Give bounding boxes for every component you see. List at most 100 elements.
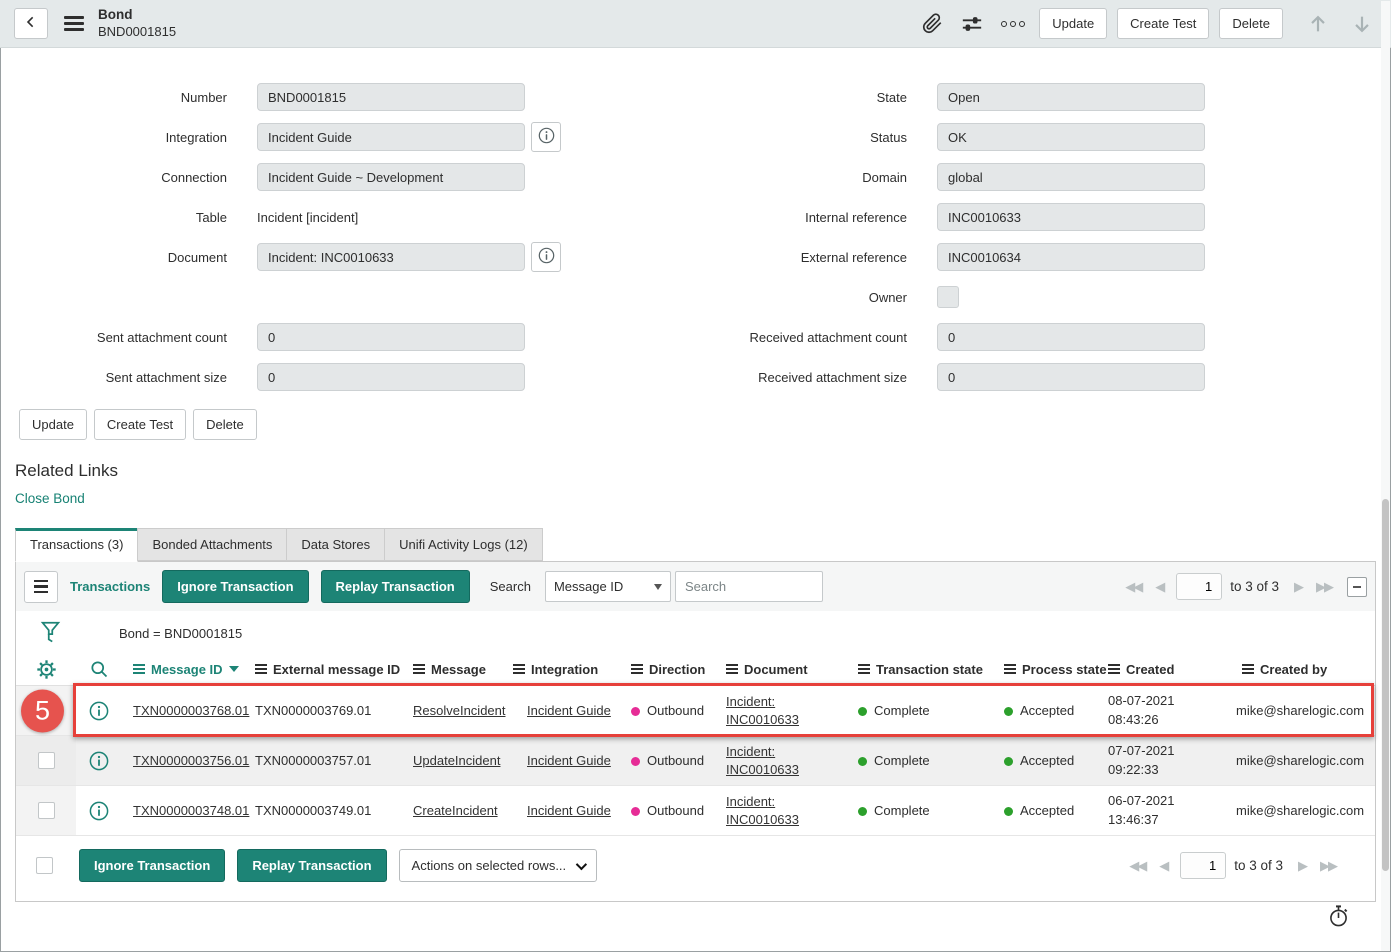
integration-link[interactable]: Incident Guide <box>527 803 611 818</box>
external-message-id-cell: TXN0000003749.01 <box>243 803 401 818</box>
preview-record-info-icon[interactable] <box>76 701 121 721</box>
ignore-transaction-button[interactable]: Ignore Transaction <box>162 570 308 603</box>
status-field[interactable] <box>937 123 1205 151</box>
column-header-message[interactable]: Message <box>401 662 501 677</box>
next-page-icon[interactable]: ▶ <box>1294 579 1302 595</box>
sent-attachment-count-field[interactable] <box>257 323 525 351</box>
previous-page-icon[interactable]: ◀ <box>1159 858 1167 874</box>
integration-link[interactable]: Incident Guide <box>527 753 611 768</box>
row-checkbox[interactable] <box>38 802 55 819</box>
more-options-icon[interactable] <box>997 21 1029 27</box>
page-number-input[interactable] <box>1176 573 1222 600</box>
message-link[interactable]: ResolveIncident <box>413 703 506 718</box>
state-field[interactable] <box>937 83 1205 111</box>
page-number-input[interactable] <box>1180 852 1226 879</box>
page-range-label: to 3 of 3 <box>1230 579 1279 594</box>
footer-replay-transaction-button[interactable]: Replay Transaction <box>237 849 386 882</box>
back-button[interactable] <box>14 8 48 39</box>
message-link[interactable]: CreateIncident <box>413 803 498 818</box>
sent-attachment-size-field[interactable] <box>257 363 525 391</box>
column-header-created[interactable]: Created <box>1096 662 1230 677</box>
document-link[interactable]: Incident:INC0010633 <box>726 693 846 728</box>
integration-field[interactable] <box>257 123 525 151</box>
tab-transactions[interactable]: Transactions (3) <box>15 528 138 562</box>
message-id-link[interactable]: TXN0000003768.01 <box>133 703 249 718</box>
column-header-message-id[interactable]: Message ID <box>121 662 243 677</box>
integration-reference-info-button[interactable] <box>531 122 561 152</box>
message-link[interactable]: UpdateIncident <box>413 753 500 768</box>
page-scrollbar <box>1381 1 1390 951</box>
header-update-button[interactable]: Update <box>1039 8 1107 39</box>
previous-page-icon[interactable]: ◀ <box>1155 579 1163 595</box>
table-row: TXN0000003768.01 TXN0000003769.01 Resolv… <box>16 686 1375 736</box>
list-menu-button[interactable] <box>24 571 58 603</box>
header-create-test-button[interactable]: Create Test <box>1117 8 1209 39</box>
response-time-stopwatch-icon[interactable] <box>1327 903 1351 932</box>
filter-breadcrumb[interactable]: Bond = BND0001815 <box>119 626 242 641</box>
create-test-button[interactable]: Create Test <box>94 409 186 440</box>
header-delete-button[interactable]: Delete <box>1219 8 1283 39</box>
next-page-icon[interactable]: ▶ <box>1298 858 1306 874</box>
sent-attachment-size-label: Sent attachment size <box>17 370 227 385</box>
column-header-document[interactable]: Document <box>714 662 846 677</box>
collapse-list-button[interactable] <box>1347 577 1367 597</box>
tab-data-stores[interactable]: Data Stores <box>286 528 385 561</box>
footer-ignore-transaction-button[interactable]: Ignore Transaction <box>79 849 225 882</box>
document-link[interactable]: Incident:INC0010633 <box>726 793 846 828</box>
personalize-form-sliders-icon[interactable] <box>957 9 987 39</box>
filter-funnel-icon[interactable] <box>40 620 61 646</box>
annotation-step-badge: 5 <box>21 689 64 732</box>
context-menu-icon[interactable] <box>64 13 84 34</box>
tab-bonded-attachments[interactable]: Bonded Attachments <box>137 528 287 561</box>
replay-transaction-button[interactable]: Replay Transaction <box>321 570 470 603</box>
last-page-icon[interactable]: ▶▶ <box>1320 858 1336 874</box>
received-attachment-size-field[interactable] <box>937 363 1205 391</box>
update-button[interactable]: Update <box>19 409 87 440</box>
message-id-link[interactable]: TXN0000003748.01 <box>133 803 249 818</box>
preview-record-info-icon[interactable] <box>76 751 121 771</box>
document-reference-info-button[interactable] <box>531 242 561 272</box>
document-link[interactable]: Incident:INC0010633 <box>726 743 846 778</box>
actions-on-selected-rows-select[interactable]: Actions on selected rows... <box>399 849 597 882</box>
column-header-created-by[interactable]: Created by <box>1230 662 1375 677</box>
created-by-cell: mike@sharelogic.com <box>1230 703 1375 718</box>
outbound-dot-icon <box>631 807 640 816</box>
first-page-icon[interactable]: ◀◀ <box>1125 579 1141 595</box>
tab-unifi-activity-logs[interactable]: Unifi Activity Logs (12) <box>384 528 543 561</box>
external-reference-field[interactable] <box>937 243 1205 271</box>
number-field[interactable] <box>257 83 525 111</box>
connection-field[interactable] <box>257 163 525 191</box>
attachment-paperclip-icon[interactable] <box>918 9 947 38</box>
integration-link[interactable]: Incident Guide <box>527 703 611 718</box>
document-field[interactable] <box>257 243 525 271</box>
owner-field[interactable] <box>937 286 959 308</box>
complete-dot-icon <box>858 707 867 716</box>
close-bond-link[interactable]: Close Bond <box>15 491 85 506</box>
search-input[interactable] <box>675 571 823 602</box>
previous-record-arrow-up-icon[interactable] <box>1303 9 1333 39</box>
received-attachment-size-label: Received attachment size <box>561 370 907 385</box>
related-lists-tabs: Transactions (3) Bonded Attachments Data… <box>15 528 1376 561</box>
received-attachment-count-field[interactable] <box>937 323 1205 351</box>
column-header-direction[interactable]: Direction <box>619 662 714 677</box>
domain-field[interactable] <box>937 163 1205 191</box>
personalize-list-gear-icon[interactable] <box>16 659 76 680</box>
message-id-link[interactable]: TXN0000003756.01 <box>133 753 249 768</box>
column-header-external-message-id[interactable]: External message ID <box>243 662 401 677</box>
first-page-icon[interactable]: ◀◀ <box>1129 858 1145 874</box>
column-header-process-state[interactable]: Process state <box>992 662 1096 677</box>
next-record-arrow-down-icon[interactable] <box>1347 9 1377 39</box>
list-search-icon[interactable] <box>76 659 121 679</box>
column-menu-icon <box>513 664 525 674</box>
last-page-icon[interactable]: ▶▶ <box>1316 579 1332 595</box>
delete-button[interactable]: Delete <box>193 409 257 440</box>
search-field-select[interactable]: Message ID <box>545 571 671 602</box>
table-label: Table <box>17 210 227 225</box>
column-header-integration[interactable]: Integration <box>501 662 619 677</box>
column-header-transaction-state[interactable]: Transaction state <box>846 662 992 677</box>
preview-record-info-icon[interactable] <box>76 801 121 821</box>
row-checkbox[interactable] <box>38 752 55 769</box>
scrollbar-thumb[interactable] <box>1382 499 1389 871</box>
internal-reference-field[interactable] <box>937 203 1205 231</box>
select-all-checkbox[interactable] <box>36 857 53 874</box>
